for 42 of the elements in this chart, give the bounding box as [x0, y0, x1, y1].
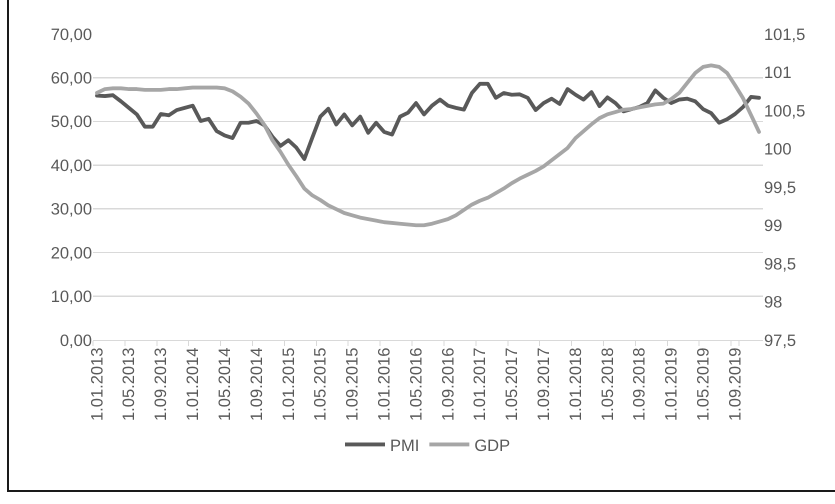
x-tick-label: 1.09.2014 — [248, 348, 266, 422]
x-tick-label: 1.09.2013 — [152, 348, 170, 422]
x-tick-label: 1.09.2018 — [630, 348, 649, 422]
x-tick-label: 1.01.2019 — [662, 348, 681, 422]
x-tick-label: 1.05.2014 — [216, 348, 234, 422]
x-tick-label: 1.01.2016 — [375, 348, 394, 422]
x-tick-label: 1.05.2018 — [598, 348, 617, 422]
x-tick-label: 1.05.2015 — [312, 348, 330, 422]
y2-tick-label: 100 — [764, 140, 792, 159]
y2-tick-label: 99 — [764, 217, 782, 236]
x-tick-label: 1.09.2016 — [439, 348, 458, 422]
legend-label: GDP — [474, 436, 510, 455]
y2-tick-label: 101 — [764, 64, 792, 82]
x-tick-label: 1.05.2016 — [407, 348, 426, 422]
x-tick-label: 1.05.2017 — [503, 348, 522, 422]
y2-tick-label: 100,5 — [764, 102, 806, 120]
y-tick-label: 20,00 — [50, 244, 92, 262]
y2-tick-label: 97,5 — [764, 332, 796, 350]
y-tick-label: 60,00 — [50, 69, 92, 88]
x-tick-label: 1.09.2015 — [344, 348, 362, 422]
x-tick-label: 1.01.2018 — [566, 348, 585, 422]
x-tick-label: 1.05.2019 — [694, 348, 713, 422]
x-tick-label: 1.01.2015 — [280, 348, 298, 422]
line-series — [95, 82, 761, 161]
y-tick-label: 50,00 — [50, 113, 92, 132]
y2-tick-label: 99,5 — [764, 178, 796, 197]
x-tick-label: 1.09.2017 — [535, 348, 554, 422]
y-tick-label: 0,00 — [60, 332, 92, 350]
x-tick-label: 1.09.2019 — [726, 348, 744, 422]
y-tick-label: 70,00 — [50, 26, 92, 44]
x-tick-label: 1.01.2013 — [88, 348, 106, 422]
y2-tick-label: 98,5 — [764, 255, 796, 274]
legend-label: PMI — [390, 436, 420, 455]
y-tick-label: 40,00 — [50, 156, 92, 175]
x-tick-label: 1.01.2014 — [184, 348, 202, 422]
y2-tick-label: 98 — [764, 294, 782, 312]
y-tick-label: 30,00 — [50, 200, 92, 219]
y2-tick-label: 101,5 — [764, 26, 806, 44]
y-tick-label: 10,00 — [50, 288, 92, 306]
x-tick-label: 1.01.2017 — [471, 348, 490, 422]
line-series — [95, 63, 761, 228]
x-tick-label: 1.05.2013 — [120, 348, 138, 422]
